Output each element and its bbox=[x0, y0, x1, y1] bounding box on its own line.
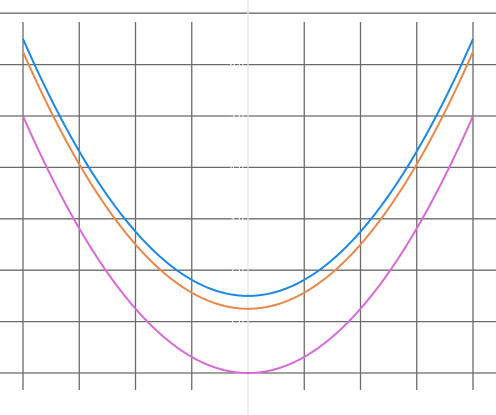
y-tick-labels: 1.0 2.0 3.0 4.0 5.0 6.0 bbox=[230, 61, 245, 328]
plot-area bbox=[22, 38, 474, 375]
series-line-3 bbox=[22, 115, 474, 375]
y-tick-label: 6.0 bbox=[230, 61, 245, 71]
y-tick-label: 3.0 bbox=[230, 215, 245, 225]
y-tick-label: 5.0 bbox=[230, 112, 245, 122]
series-line-1 bbox=[22, 38, 474, 297]
y-tick-label: 4.0 bbox=[230, 163, 245, 173]
y-tick-label: 2.0 bbox=[230, 266, 245, 276]
series-line-2 bbox=[22, 51, 474, 310]
y-tick-label: 1.0 bbox=[230, 318, 245, 328]
